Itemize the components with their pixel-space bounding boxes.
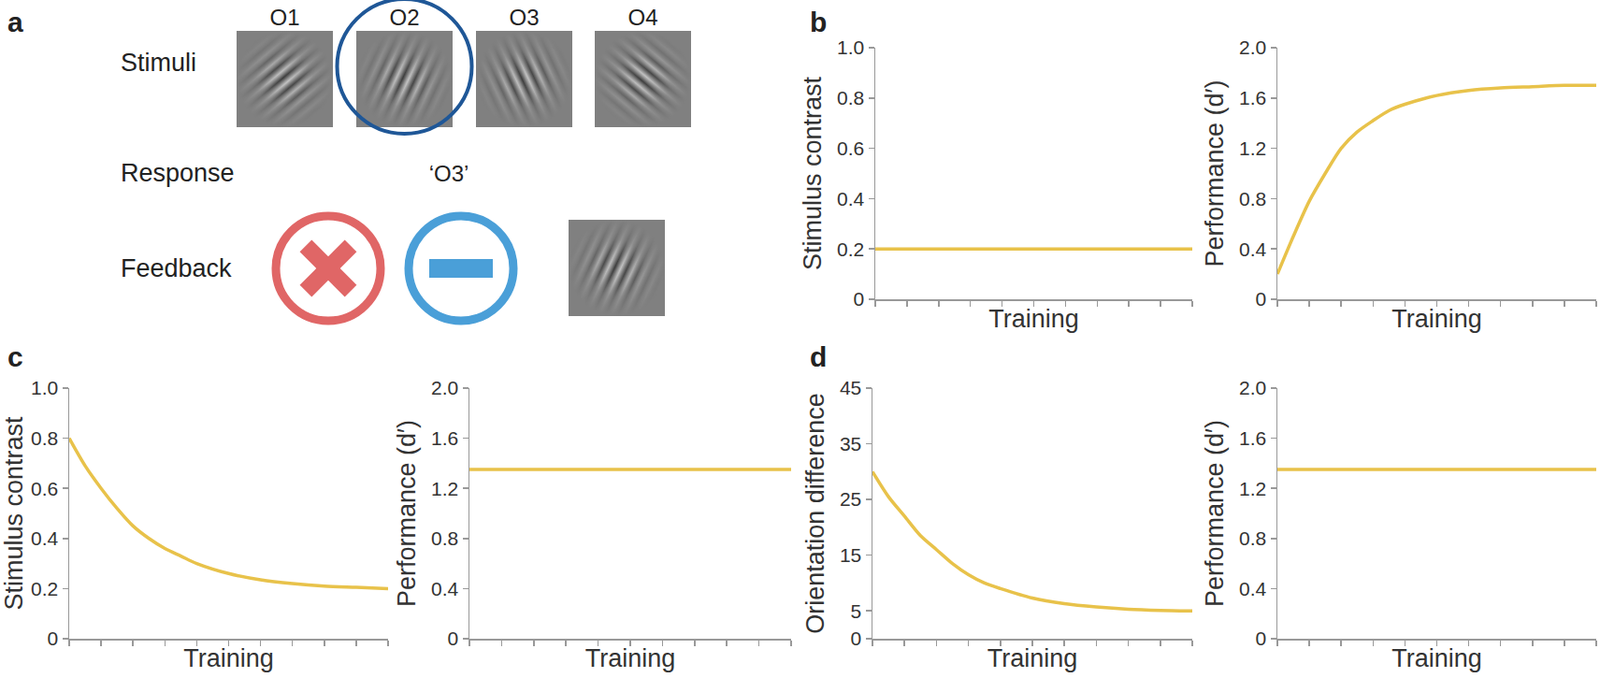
svg-text:Training: Training <box>585 644 677 673</box>
svg-text:5: 5 <box>850 600 863 622</box>
svg-text:1.0: 1.0 <box>836 36 865 58</box>
svg-text:0: 0 <box>850 627 863 649</box>
svg-text:Performance (d′): Performance (d′) <box>1200 79 1229 267</box>
svg-text:1.2: 1.2 <box>1239 137 1267 159</box>
svg-text:2.0: 2.0 <box>1239 36 1267 58</box>
svg-text:‘O3’: ‘O3’ <box>429 160 470 187</box>
svg-text:0.6: 0.6 <box>836 137 865 159</box>
svg-text:0.6: 0.6 <box>30 477 58 500</box>
svg-text:0.2: 0.2 <box>836 238 865 260</box>
svg-text:0.4: 0.4 <box>431 577 460 600</box>
svg-text:0.8: 0.8 <box>1239 187 1267 210</box>
svg-text:0.8: 0.8 <box>30 427 58 449</box>
svg-text:45: 45 <box>839 376 862 399</box>
svg-text:1.2: 1.2 <box>1239 477 1267 500</box>
svg-text:Orientation difference: Orientation difference <box>801 392 830 635</box>
svg-text:0: 0 <box>1255 627 1268 649</box>
svg-text:0: 0 <box>1255 288 1268 310</box>
svg-text:Training: Training <box>1391 304 1483 333</box>
svg-text:0: 0 <box>447 627 460 649</box>
svg-text:O1: O1 <box>269 4 300 30</box>
svg-text:1.6: 1.6 <box>431 427 459 449</box>
svg-text:Stimulus contrast: Stimulus contrast <box>798 75 827 271</box>
svg-text:Performance (d′): Performance (d′) <box>1200 419 1229 607</box>
svg-text:15: 15 <box>839 544 862 566</box>
svg-text:a: a <box>7 6 24 38</box>
svg-text:0.8: 0.8 <box>836 86 865 109</box>
svg-text:2.0: 2.0 <box>431 376 459 399</box>
svg-text:1.6: 1.6 <box>1239 86 1267 109</box>
svg-text:d: d <box>809 341 827 373</box>
svg-text:1.2: 1.2 <box>431 477 459 500</box>
svg-text:1.0: 1.0 <box>30 376 58 399</box>
svg-text:0.4: 0.4 <box>30 527 59 549</box>
svg-text:Training: Training <box>1391 644 1483 673</box>
svg-text:Performance (d′): Performance (d′) <box>392 419 421 607</box>
svg-text:O2: O2 <box>389 4 419 30</box>
svg-text:1.6: 1.6 <box>1239 427 1267 449</box>
svg-text:25: 25 <box>839 488 862 510</box>
svg-text:Training: Training <box>183 644 274 673</box>
svg-text:Response: Response <box>120 158 235 188</box>
svg-text:Training: Training <box>988 304 1080 333</box>
svg-text:Stimuli: Stimuli <box>120 48 197 77</box>
svg-text:c: c <box>7 341 24 373</box>
svg-text:O3: O3 <box>508 4 539 30</box>
svg-text:35: 35 <box>839 432 862 455</box>
svg-text:0.4: 0.4 <box>1239 577 1268 600</box>
svg-text:O4: O4 <box>627 4 658 30</box>
svg-text:b: b <box>809 6 827 38</box>
svg-text:0.2: 0.2 <box>30 577 58 600</box>
svg-text:Training: Training <box>987 644 1079 673</box>
svg-text:0: 0 <box>47 627 59 649</box>
svg-text:Feedback: Feedback <box>120 254 232 283</box>
svg-text:0: 0 <box>853 288 865 310</box>
svg-text:Stimulus contrast: Stimulus contrast <box>0 416 29 611</box>
svg-text:0.8: 0.8 <box>1239 527 1267 549</box>
svg-text:0.4: 0.4 <box>836 187 865 210</box>
svg-text:2.0: 2.0 <box>1239 376 1267 399</box>
svg-text:0.4: 0.4 <box>1239 238 1268 260</box>
svg-text:0.8: 0.8 <box>431 527 459 549</box>
